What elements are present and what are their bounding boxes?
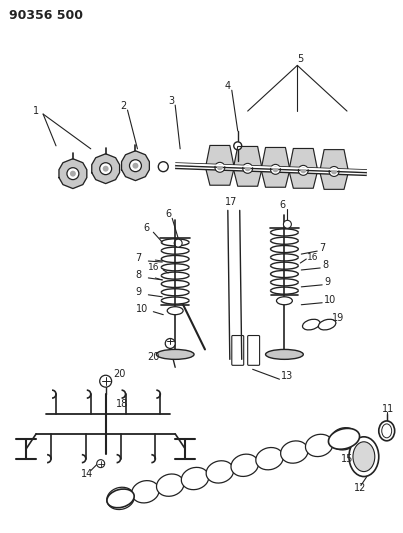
Text: 3: 3 xyxy=(168,96,174,106)
Circle shape xyxy=(245,165,251,171)
Text: 19: 19 xyxy=(332,313,344,322)
Ellipse shape xyxy=(353,442,375,472)
Text: 10: 10 xyxy=(135,304,148,314)
Circle shape xyxy=(158,161,168,172)
Circle shape xyxy=(100,163,112,175)
Ellipse shape xyxy=(328,429,359,449)
Circle shape xyxy=(283,220,291,228)
Circle shape xyxy=(215,163,225,172)
Ellipse shape xyxy=(206,461,234,483)
Text: 6: 6 xyxy=(165,209,171,220)
Text: 6: 6 xyxy=(279,200,286,211)
Ellipse shape xyxy=(318,319,336,330)
Text: 9: 9 xyxy=(135,287,141,297)
Circle shape xyxy=(133,163,139,168)
Text: 20: 20 xyxy=(114,369,126,379)
Circle shape xyxy=(331,168,337,174)
Circle shape xyxy=(67,168,79,180)
Circle shape xyxy=(174,239,182,247)
Text: 13: 13 xyxy=(281,372,294,381)
Circle shape xyxy=(100,375,112,387)
Ellipse shape xyxy=(256,448,283,470)
Ellipse shape xyxy=(330,427,358,450)
FancyBboxPatch shape xyxy=(232,335,244,365)
Text: 7: 7 xyxy=(135,253,142,263)
Circle shape xyxy=(103,166,109,172)
Ellipse shape xyxy=(266,350,303,359)
Circle shape xyxy=(217,164,223,171)
Text: 18: 18 xyxy=(116,399,128,409)
Circle shape xyxy=(270,164,280,174)
Polygon shape xyxy=(59,159,87,189)
Text: 10: 10 xyxy=(324,295,337,305)
Text: 14: 14 xyxy=(81,469,93,479)
Ellipse shape xyxy=(303,319,320,330)
Ellipse shape xyxy=(156,350,194,359)
Ellipse shape xyxy=(181,467,209,490)
Text: 16: 16 xyxy=(148,263,160,272)
Text: 8: 8 xyxy=(322,260,328,270)
Text: 2: 2 xyxy=(120,101,127,111)
Ellipse shape xyxy=(305,434,333,457)
Text: 4: 4 xyxy=(225,81,231,91)
Circle shape xyxy=(70,171,76,176)
Text: 16: 16 xyxy=(307,253,319,262)
Polygon shape xyxy=(289,149,317,188)
Ellipse shape xyxy=(276,297,292,305)
Text: 12: 12 xyxy=(354,483,366,494)
Text: 6: 6 xyxy=(143,223,150,233)
Ellipse shape xyxy=(379,421,395,441)
Ellipse shape xyxy=(349,437,379,477)
Text: 11: 11 xyxy=(382,404,394,414)
Ellipse shape xyxy=(167,306,183,314)
Text: 15: 15 xyxy=(341,454,353,464)
Circle shape xyxy=(97,459,105,467)
Circle shape xyxy=(329,166,339,176)
Polygon shape xyxy=(206,146,234,185)
Polygon shape xyxy=(262,148,289,187)
Polygon shape xyxy=(122,151,150,181)
Polygon shape xyxy=(92,154,120,183)
Circle shape xyxy=(300,167,306,173)
Polygon shape xyxy=(234,147,262,186)
Ellipse shape xyxy=(280,441,308,463)
Ellipse shape xyxy=(231,454,258,477)
Circle shape xyxy=(298,165,308,175)
Circle shape xyxy=(243,163,253,173)
Polygon shape xyxy=(320,150,348,189)
Circle shape xyxy=(234,142,242,150)
Circle shape xyxy=(165,338,175,349)
Text: 7: 7 xyxy=(319,243,326,253)
Ellipse shape xyxy=(132,481,159,503)
FancyBboxPatch shape xyxy=(248,335,260,365)
Text: 9: 9 xyxy=(324,277,330,287)
Ellipse shape xyxy=(107,489,134,508)
Circle shape xyxy=(272,166,278,172)
Ellipse shape xyxy=(107,487,134,510)
Text: 90356 500: 90356 500 xyxy=(9,9,83,22)
Text: 8: 8 xyxy=(135,270,141,280)
Text: 1: 1 xyxy=(33,106,39,116)
Circle shape xyxy=(129,160,141,172)
Text: 20: 20 xyxy=(147,352,160,362)
Ellipse shape xyxy=(156,474,184,496)
Text: 5: 5 xyxy=(297,54,303,64)
Text: 17: 17 xyxy=(225,197,237,207)
